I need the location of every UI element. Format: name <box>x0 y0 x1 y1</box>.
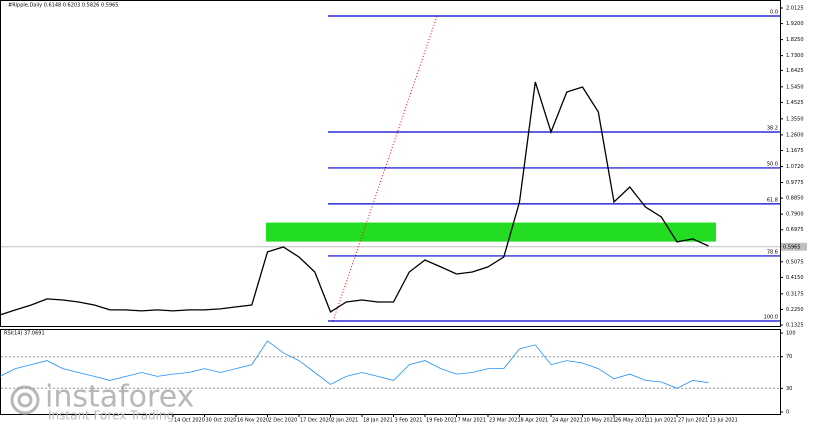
y-tick-label: 2.0125 <box>786 5 804 11</box>
x-tick-label: 18 Jan 2021 <box>363 418 393 424</box>
x-tick-label: 11 Jun 2021 <box>647 418 677 424</box>
y-tick-label: 1.5450 <box>786 84 804 90</box>
x-tick-label: 24 Apr 2021 <box>552 418 583 424</box>
x-tick-label: 8 Apr 2021 <box>521 418 549 424</box>
y-tick-label: 1.1675 <box>786 148 804 154</box>
y-tick-label: 1.2600 <box>786 132 804 138</box>
rsi-frame <box>0 329 781 415</box>
last-price: 0.5965 <box>783 244 801 250</box>
x-tick-label: 26 May 2021 <box>615 418 648 424</box>
chart-title: #Ripple,Daily 0.6148 0.6203 0.5826 0.596… <box>8 3 118 9</box>
logo <box>10 385 40 415</box>
x-tick-label: 30 Oct 2020 <box>206 418 237 424</box>
y-tick-label: 0.1325 <box>786 322 804 328</box>
y-tick-label: 1.0720 <box>786 164 804 170</box>
x-tick-label: 14 Oct 2020 <box>174 418 205 424</box>
rsi-title: RSI(14) 37.0691 <box>4 331 45 337</box>
price-line <box>0 81 709 316</box>
x-tick-label: 17 Dec 2020 <box>300 418 332 424</box>
y-tick-label: 1.7300 <box>786 53 804 59</box>
y-tick-label: 100 <box>786 331 796 337</box>
fibo-label: 50.0 <box>767 161 778 167</box>
y-tick-label: 1.8250 <box>786 37 804 43</box>
x-tick-label: 3 Feb 2021 <box>395 418 423 424</box>
rsi-line <box>0 340 709 389</box>
fibo-label: 38.2 <box>767 126 778 132</box>
y-tick-label: 0.8850 <box>786 196 804 202</box>
last-price-box <box>781 242 807 251</box>
y-tick-label: 0.6975 <box>786 227 804 233</box>
x-tick-label: 23 Mar 2021 <box>489 418 521 424</box>
x-tick-label: 2 Jan 2021 <box>332 418 359 424</box>
y-tick-label: 1.4525 <box>786 100 804 106</box>
watermark: instaforex Instant Forex Trading <box>10 380 194 423</box>
y-tick-label: 1.3550 <box>786 116 804 122</box>
y-tick-label: 0.9775 <box>786 180 804 186</box>
y-tick-label: 0.5075 <box>786 259 804 265</box>
x-tick-label: 27 Jun 2021 <box>678 418 708 424</box>
y-tick-label: 70 <box>786 354 792 360</box>
y-tick-label: 0 <box>786 410 789 416</box>
fibo-label: 100.0 <box>764 315 778 321</box>
fibo-label: 78.6 <box>767 249 778 255</box>
price-frame <box>0 0 781 327</box>
y-tick-label: 0.4150 <box>786 275 804 281</box>
x-tick-label: 19 Feb 2021 <box>426 418 457 424</box>
x-tick-label: 2 Dec 2020 <box>269 418 298 424</box>
brand: instaforex <box>45 380 194 415</box>
y-tick-label: 1.6425 <box>786 68 804 74</box>
y-tick-label: 0.2250 <box>786 307 804 313</box>
y-tick-label: 1.9200 <box>786 21 804 27</box>
x-tick-label: 10 May 2021 <box>584 418 617 424</box>
logo <box>17 392 33 408</box>
x-tick-label: 7 Mar 2021 <box>458 418 487 424</box>
x-tick-label: 16 Nov 2020 <box>237 418 269 424</box>
y-tick-label: 30 <box>786 386 792 392</box>
fibo-label: 61.8 <box>767 197 778 203</box>
zone <box>266 222 716 242</box>
y-tick-label: 0.7900 <box>786 212 804 218</box>
tagline: Instant Forex Trading <box>48 409 174 423</box>
y-tick-label: 0.3175 <box>786 291 804 297</box>
fibo-label: 0.0 <box>770 9 778 15</box>
x-tick-label: 13 Jul 2021 <box>710 418 738 424</box>
